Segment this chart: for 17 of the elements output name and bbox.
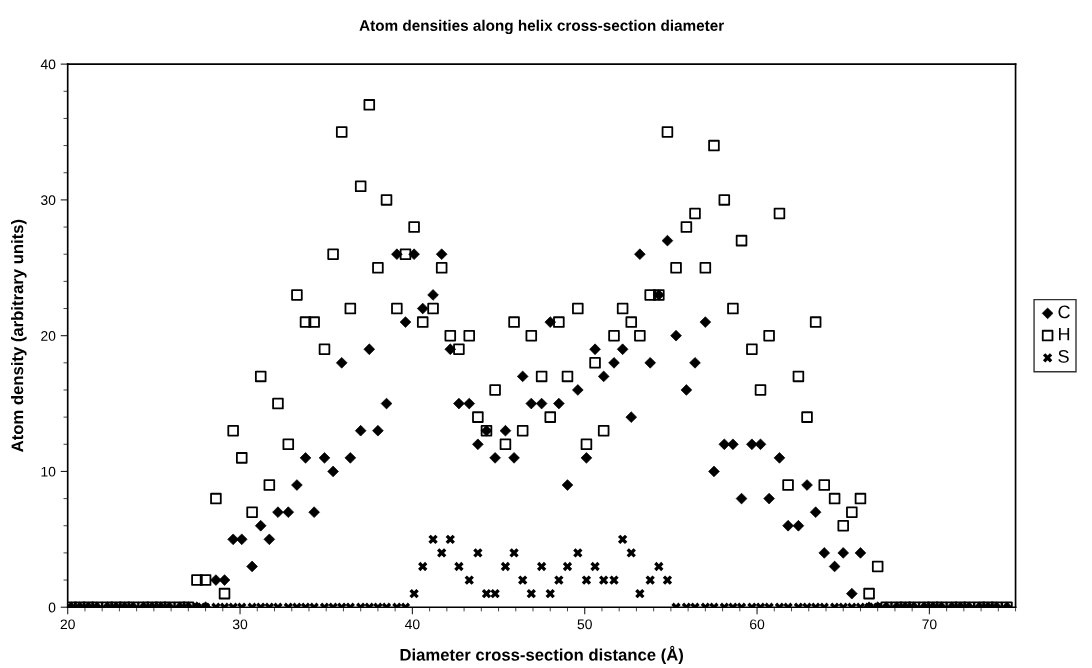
y-axis-title: Atom density (arbitrary units) (11, 219, 27, 452)
y-tick-label: 10 (41, 466, 56, 477)
chart-title: Atom densities along helix cross-section diameter (359, 19, 724, 35)
x-axis-title: Diameter cross-section distance (Å) (400, 645, 683, 665)
x-tick-label: 60 (750, 619, 765, 630)
legend-label: H (1059, 327, 1070, 341)
x-tick-label: 30 (232, 619, 248, 630)
legend-label: S (1058, 349, 1069, 363)
y-tick-label: 40 (40, 59, 56, 70)
x-tick-label: 40 (404, 619, 420, 630)
x-tick-label: 50 (577, 619, 592, 630)
y-tick-label: 0 (48, 602, 56, 613)
x-tick-label: 70 (922, 619, 937, 630)
legend-label: C (1058, 305, 1070, 319)
y-tick-label: 20 (41, 331, 56, 341)
y-tick-label: 30 (40, 195, 56, 206)
x-tick-label: 20 (60, 619, 75, 630)
